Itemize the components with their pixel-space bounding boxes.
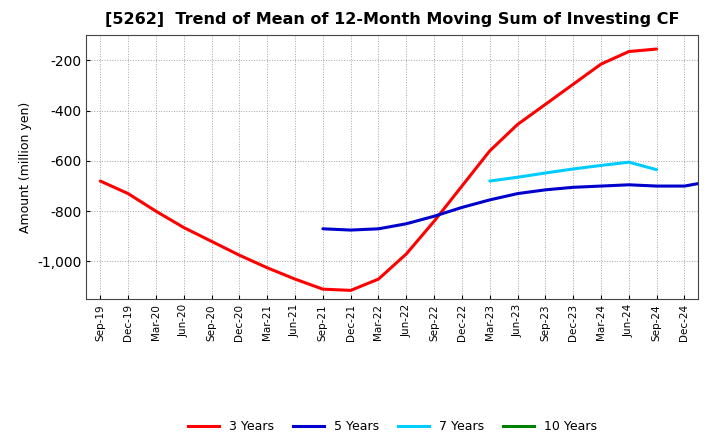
Y-axis label: Amount (million yen): Amount (million yen) bbox=[19, 102, 32, 233]
Legend: 3 Years, 5 Years, 7 Years, 10 Years: 3 Years, 5 Years, 7 Years, 10 Years bbox=[183, 415, 602, 438]
Title: [5262]  Trend of Mean of 12-Month Moving Sum of Investing CF: [5262] Trend of Mean of 12-Month Moving … bbox=[105, 12, 680, 27]
